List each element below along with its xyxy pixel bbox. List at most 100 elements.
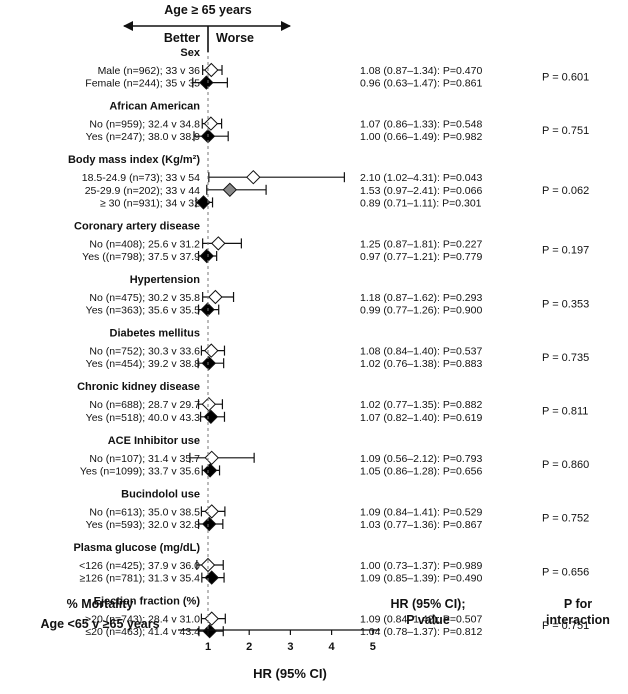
hr-point-marker (208, 289, 223, 305)
group-title: African American (109, 101, 200, 113)
hr-point-marker (202, 516, 217, 532)
hr-ci-text: 0.89 (0.71–1.11): P=0.301 (360, 197, 482, 209)
x-tick-label: 2 (246, 641, 252, 653)
subgroup-label: ≤20 (n=463); 41.4 v 43.4 (85, 626, 200, 638)
hr-point-marker (204, 450, 219, 466)
hr-point-marker (201, 396, 217, 412)
group-title: Sex (180, 47, 200, 59)
subgroup-label: Yes (n=363); 35.6 v 35.5 (86, 305, 200, 317)
hr-ci-text: 1.08 (0.87–1.34): P=0.470 (360, 65, 482, 77)
group-title: Plasma glucose (mg/dL) (73, 542, 200, 554)
x-tick-label: 3 (287, 641, 293, 653)
x-axis-title: HR (95% CI) (253, 666, 327, 681)
direction-title: Age ≥ 65 years (164, 3, 252, 17)
p-interaction-value: P = 0.752 (542, 513, 589, 525)
hr-point-marker (202, 623, 217, 639)
subgroup-label: No (n=613); 35.0 v 38.5 (89, 506, 200, 518)
subgroup-label: No (n=959); 32.4 v 34.8 (89, 119, 200, 131)
subgroup-label: Yes ((n=798); 37.5 v 37.9 (82, 251, 200, 263)
p-interaction-value: P = 0.353 (542, 298, 589, 310)
hr-ci-text: 1.08 (0.84–1.40): P=0.537 (360, 346, 482, 358)
subgroup-label: ≥126 (n=781); 31.3 v 35.4 (80, 573, 201, 585)
hr-point-marker (201, 355, 217, 371)
hr-ci-text: 1.00 (0.73–1.37): P=0.989 (360, 560, 482, 572)
subgroup-label: Yes (n=518); 40.0 v 43.3 (86, 412, 200, 424)
group-title: Chronic kidney disease (77, 381, 200, 393)
x-tick-label: 5 (370, 641, 376, 653)
hr-ci-text: 0.99 (0.77–1.26): P=0.900 (360, 305, 482, 317)
x-tick-label: 4 (329, 641, 336, 653)
subgroup-label: Male (n=962); 33 v 36 (98, 65, 201, 77)
p-interaction-value: P = 0.751 (542, 620, 589, 632)
group-title: Diabetes mellitus (110, 328, 200, 340)
p-interaction-value: P = 0.860 (542, 459, 589, 471)
subgroup-label: Yes (n=1099); 33.7 v 35.6 (80, 465, 200, 477)
subgroup-label: No (n=752); 30.3 v 33.6 (89, 346, 200, 358)
p-interaction-value: P = 0.197 (542, 245, 589, 257)
subgroup-label: <126 (n=425); 37.9 v 36.0 (79, 560, 200, 572)
hr-ci-text: 1.25 (0.87–1.81): P=0.227 (360, 238, 482, 250)
subgroup-label: ≥ 30 (n=931); 34 v 32 (100, 197, 200, 209)
hr-point-marker (204, 504, 219, 519)
hr-point-marker (204, 343, 219, 358)
hr-ci-text: 1.03 (0.77–1.36): P=0.867 (360, 519, 482, 531)
hr-point-marker (199, 75, 214, 90)
hr-column-header-2: P value (406, 613, 450, 627)
subgroup-label: No (n=107); 31.4 v 35.7 (89, 453, 200, 465)
hr-point-marker (246, 169, 261, 185)
hr-ci-text: 1.07 (0.86–1.33): P=0.548 (360, 119, 482, 131)
hr-point-marker (211, 236, 226, 251)
group-title: Coronary artery disease (74, 220, 200, 232)
group-title: Body mass index (Kg/m²) (68, 154, 200, 166)
hr-point-marker (199, 248, 214, 264)
better-label: Better (164, 31, 200, 45)
hr-point-marker (203, 116, 219, 131)
subgroup-label: 25-29.9 (n=202); 33 v 44 (85, 185, 200, 197)
p-interaction-value: P = 0.751 (542, 125, 589, 137)
subgroup-label: 18.5-24.9 (n=73); 33 v 54 (82, 172, 200, 184)
hr-point-marker (203, 409, 219, 425)
subgroup-label: No (n=688); 28.7 v 29.7 (89, 399, 200, 411)
hr-ci-text: 1.09 (0.85–1.39): P=0.490 (360, 573, 482, 585)
subgroup-label: No (n=408); 25.6 v 31.2 (89, 238, 200, 250)
hr-ci-text: 1.02 (0.77–1.35): P=0.882 (360, 399, 482, 411)
hr-point-marker (204, 570, 219, 585)
p-interaction-value: P = 0.656 (542, 566, 589, 578)
worse-label: Worse (216, 31, 254, 45)
hr-point-marker (202, 463, 218, 478)
mortality-header: % Mortality (67, 597, 134, 611)
hr-column-header: HR (95% CI); (390, 597, 465, 611)
group-title: Ejection fraction (%) (94, 596, 201, 608)
group-title: Hypertension (130, 274, 201, 286)
subgroup-label: Female (n=244); 35 v 35 (85, 78, 200, 90)
p-interaction-value: P = 0.062 (542, 185, 589, 197)
subgroup-label: No (n=475); 30.2 v 35.8 (89, 292, 200, 304)
hr-point-marker (222, 182, 238, 198)
hr-point-marker (200, 557, 216, 573)
hr-ci-text: 1.09 (0.84–1.41): P=0.529 (360, 506, 482, 518)
p-interaction-header-2: interaction (546, 613, 610, 627)
hr-ci-text: 1.53 (0.97–2.41): P=0.066 (360, 185, 482, 197)
group-title: Bucindolol use (121, 488, 200, 500)
hr-ci-text: 1.04 (0.78–1.37): P=0.812 (360, 626, 482, 638)
p-interaction-value: P = 0.601 (542, 71, 589, 83)
hr-point-marker (204, 62, 219, 78)
hr-ci-text: 1.09 (0.84–1.42): P=0.507 (360, 614, 482, 626)
x-tick-label: 1 (205, 641, 211, 653)
age-comparison-header: Age <65 v ≥65 years (40, 617, 159, 631)
subgroup-label: Yes (n=593); 32.0 v 32.8 (86, 519, 200, 531)
hr-ci-text: 0.97 (0.77–1.21): P=0.779 (360, 251, 482, 263)
hr-ci-text: 1.02 (0.76–1.38): P=0.883 (360, 358, 482, 370)
subgroup-label: >20 (n=743); 28.4 v 31.0 (85, 614, 200, 626)
hr-ci-text: 1.05 (0.86–1.28): P=0.656 (360, 465, 482, 477)
hr-ci-text: 0.96 (0.63–1.47): P=0.861 (360, 78, 482, 90)
hr-ci-text: 1.00 (0.66–1.49): P=0.982 (360, 131, 482, 143)
group-title: ACE Inhibitor use (108, 435, 200, 447)
hr-ci-text: 2.10 (1.02–4.31): P=0.043 (360, 172, 482, 184)
p-interaction-value: P = 0.811 (542, 406, 588, 418)
subgroup-label: Yes (n=454); 39.2 v 38.8 (86, 358, 200, 370)
hr-ci-text: 1.09 (0.56–2.12): P=0.793 (360, 453, 482, 465)
hr-point-marker (204, 611, 219, 626)
